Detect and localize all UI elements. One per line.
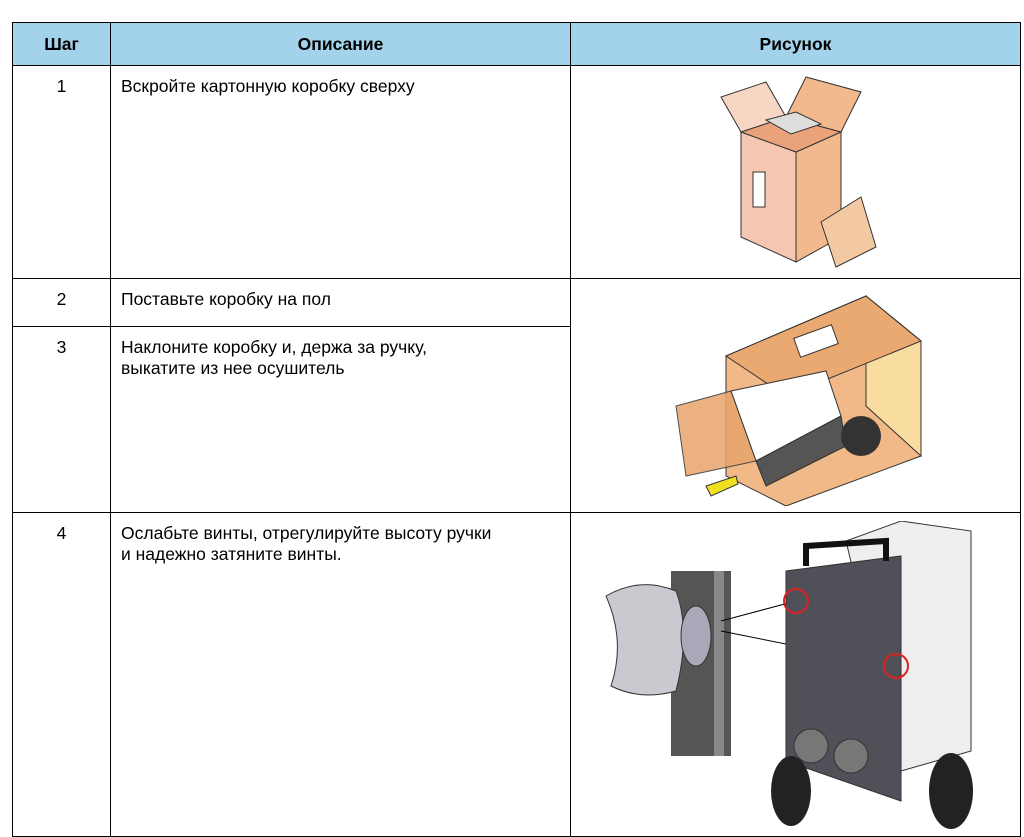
row: 3 Наклоните коробку и, держа за ручку, в… [12,326,1021,513]
row: 2 Поставьте коробку на пол [12,278,1021,513]
row: 1 Вскройте картонную коробку сверху [12,65,1021,279]
description: Наклоните коробку и, держа за ручку, вык… [121,337,427,378]
picture-cell [570,512,1021,837]
steps-table: Шаг Описание Рисунок 1 Вскройте картонну… [12,22,1021,837]
description-cell: Наклоните коробку и, держа за ручку, вык… [110,326,571,513]
header-cell: Рисунок [570,22,1021,66]
open-box-illustration [719,76,877,268]
step-number: 2 [12,278,111,327]
description: Поставьте коробку на пол [121,289,331,309]
picture-cell [570,278,1021,513]
row: 4 Ослабьте винты, отрегулируйте высоту р… [12,512,1021,837]
unboxing-illustration [674,294,922,506]
step-number: 1 [12,65,111,279]
picture-cell [570,65,1021,279]
header-cell: Шаг [12,22,111,66]
description: Ослабьте винты, отрегулируйте высоту руч… [121,523,492,564]
step-number: 3 [12,326,111,513]
description-cell: Вскройте картонную коробку сверху [110,65,571,279]
step-number: 4 [12,512,111,837]
description: Вскройте картонную коробку сверху [121,76,415,96]
header-row: Шаг Описание Рисунок [12,22,1021,66]
description-cell: Поставьте коробку на пол [110,278,571,327]
handle-adjust-illustration [604,521,973,829]
description-cell: Ослабьте винты, отрегулируйте высоту руч… [110,512,571,837]
header-cell: Описание [110,22,571,66]
